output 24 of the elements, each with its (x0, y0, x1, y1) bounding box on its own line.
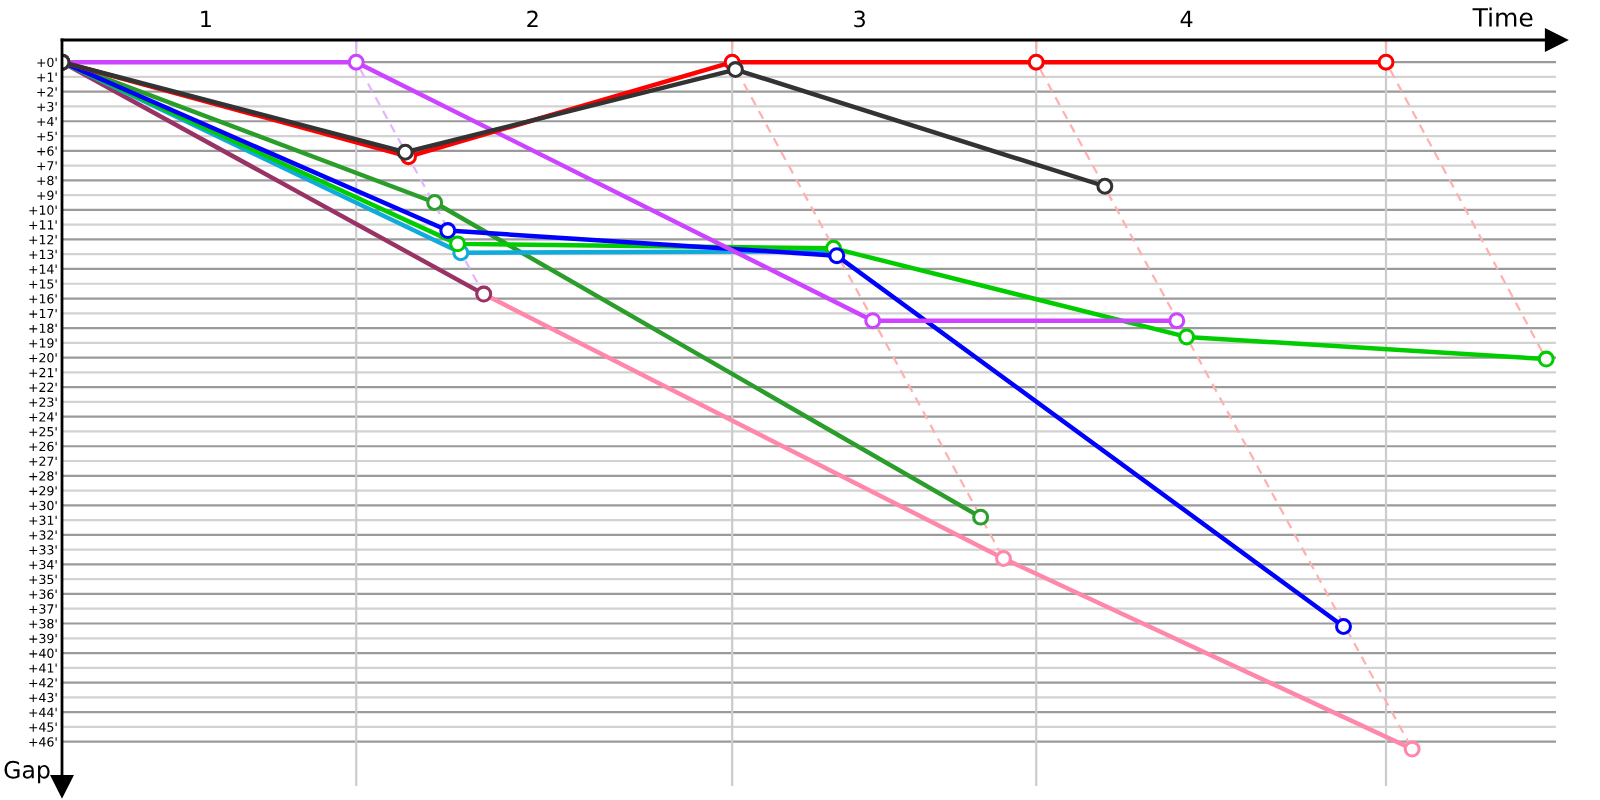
point (1335, 617, 1352, 635)
point (1178, 328, 1196, 346)
point (1168, 312, 1186, 330)
point (1096, 177, 1114, 195)
point (726, 61, 744, 79)
point (1537, 350, 1555, 368)
point (972, 508, 990, 526)
point (864, 312, 882, 330)
x-axis-title: Time (1472, 7, 1533, 27)
point (1377, 53, 1395, 71)
x-tick-label: 2 (527, 10, 538, 28)
point (426, 194, 444, 211)
point (1403, 740, 1421, 758)
y-axis-title: Gap (4, 760, 50, 784)
point (828, 247, 846, 265)
point (347, 53, 365, 71)
x-tick-label: 1 (201, 10, 211, 28)
point (1027, 53, 1045, 71)
point (995, 550, 1012, 567)
point (396, 143, 414, 161)
x-tick-label: 4 (1180, 10, 1193, 28)
point (449, 235, 467, 253)
point (439, 222, 457, 240)
x-tick-label: 3 (854, 10, 865, 28)
